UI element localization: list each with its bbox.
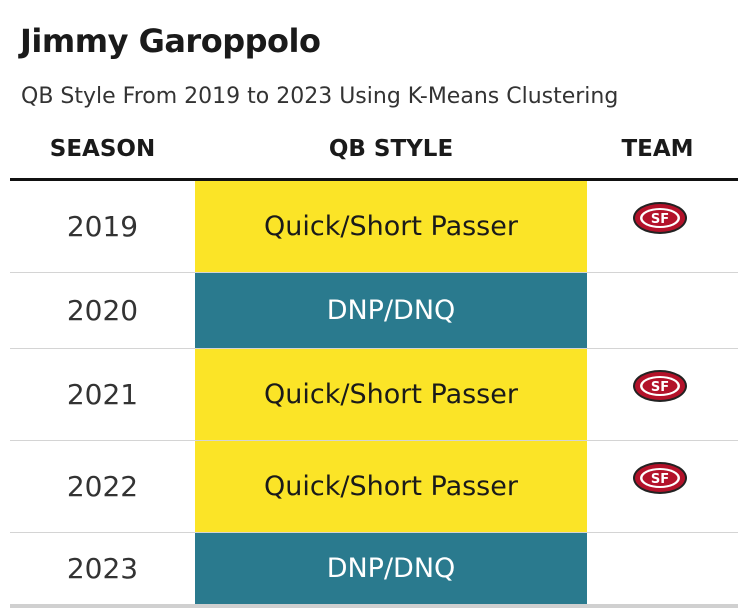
49ers-logo-icon: SF: [633, 370, 687, 402]
team-cell: SF: [587, 181, 728, 272]
qb-style-cell: Quick/Short Passer: [195, 181, 587, 272]
logo-text: SF: [651, 472, 669, 487]
season-cell: 2023: [66, 552, 139, 585]
logo-text: SF: [651, 380, 669, 395]
qb-style-cell: DNP/DNQ: [195, 533, 587, 604]
table-row: 2023 DNP/DNQ: [10, 533, 738, 608]
page-title: Jimmy Garoppolo: [20, 22, 321, 60]
table-row: 2021 Quick/Short Passer SF: [10, 349, 738, 441]
team-cell: SF: [587, 441, 728, 532]
49ers-logo-icon: SF: [633, 462, 687, 494]
qb-style-cell: Quick/Short Passer: [195, 349, 587, 440]
column-header-season: SEASON: [49, 136, 156, 162]
qb-style-cell: Quick/Short Passer: [195, 441, 587, 532]
team-cell: [587, 273, 728, 348]
qb-style-cell: DNP/DNQ: [195, 273, 587, 348]
table-row: 2019 Quick/Short Passer SF: [10, 181, 738, 273]
season-cell: 2022: [66, 470, 139, 503]
season-cell: 2019: [66, 210, 139, 243]
season-cell: 2021: [66, 378, 139, 411]
49ers-logo-icon: SF: [633, 202, 687, 234]
season-cell: 2020: [66, 294, 139, 327]
page-subtitle: QB Style From 2019 to 2023 Using K-Means…: [21, 84, 619, 109]
logo-text: SF: [651, 212, 669, 227]
column-header-team: TEAM: [621, 136, 694, 162]
table-header: SEASON QB STYLE TEAM: [10, 128, 738, 181]
table-row: 2020 DNP/DNQ: [10, 273, 738, 349]
team-cell: [587, 533, 728, 604]
table-row: 2022 Quick/Short Passer SF: [10, 441, 738, 533]
column-header-qb-style: QB STYLE: [328, 136, 454, 162]
team-cell: SF: [587, 349, 728, 440]
qb-style-table: SEASON QB STYLE TEAM 2019 Quick/Short Pa…: [10, 128, 738, 608]
